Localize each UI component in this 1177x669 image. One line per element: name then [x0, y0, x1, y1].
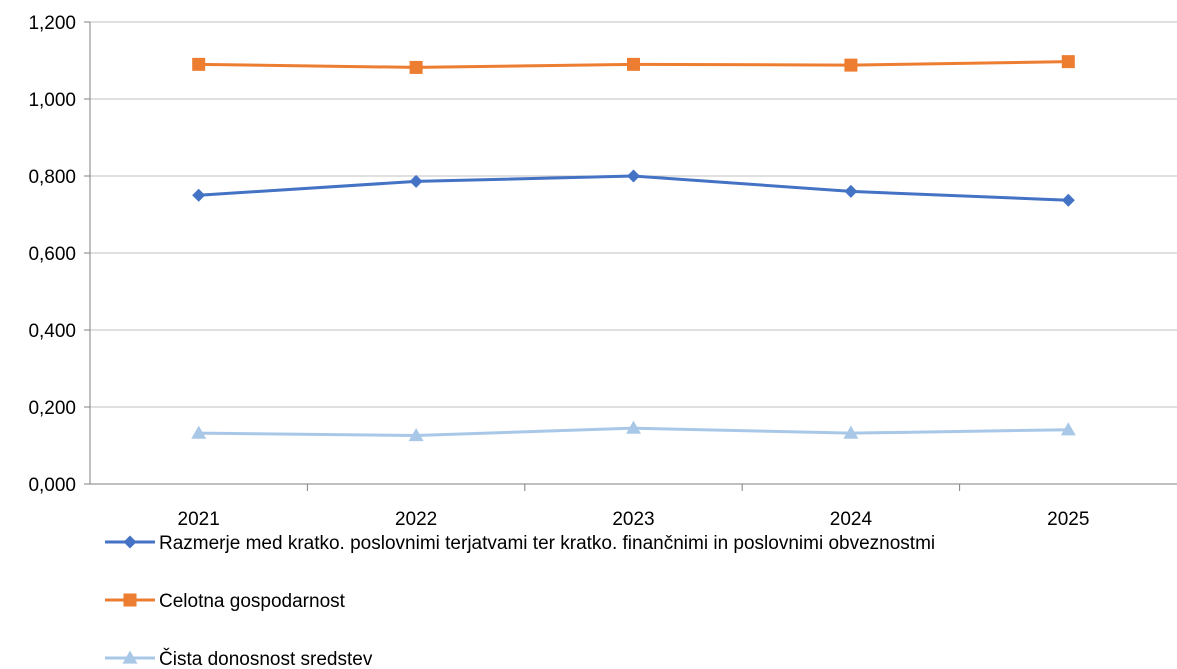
legend-swatch-marker [122, 650, 138, 664]
y-tick-label: 0,400 [28, 321, 76, 342]
data-point [627, 169, 640, 183]
data-point [844, 184, 858, 198]
legend-label: Čista donosnost sredstev [159, 648, 373, 669]
legend-swatch-marker [123, 535, 137, 549]
y-tick-label: 0,000 [28, 475, 76, 496]
x-tick-label: 2022 [395, 509, 437, 530]
y-axis-tick-labels: 0,000 0,200 0,400 0,600 0,800 1,000 1,200 [28, 13, 76, 496]
x-tick-label: 2021 [178, 509, 220, 530]
legend-item: Razmerje med kratko. poslovnimi terjatva… [105, 533, 935, 554]
series-triangle [191, 420, 1076, 442]
data-point [844, 58, 858, 72]
data-point [409, 60, 423, 74]
legend-label: Razmerje med kratko. poslovnimi terjatva… [159, 533, 935, 554]
x-tick-label: 2025 [1047, 509, 1089, 530]
y-tick-label: 0,600 [28, 244, 76, 265]
data-point [191, 425, 207, 439]
y-tick-label: 0,200 [28, 398, 76, 419]
series-diamond [192, 169, 1075, 207]
data-point [1061, 55, 1075, 69]
axes [84, 21, 1177, 491]
data-point [409, 174, 423, 188]
legend-item: Celotna gospodarnost [105, 591, 346, 612]
y-tick-label: 0,800 [28, 167, 76, 188]
x-tick-label: 2023 [612, 509, 654, 530]
x-axis-tick-labels: 2021 2022 2023 2024 2025 [178, 509, 1090, 530]
data-point [408, 427, 424, 442]
data-point [1060, 422, 1076, 436]
gridlines [90, 21, 1177, 408]
series-square [192, 55, 1075, 74]
y-tick-label: 1,000 [28, 90, 76, 111]
data-point [192, 57, 206, 71]
series-group [191, 55, 1076, 442]
x-tick-label: 2024 [830, 509, 873, 530]
data-point [1061, 193, 1075, 207]
data-point [626, 420, 641, 434]
legend-item: Čista donosnost sredstev [105, 648, 373, 669]
legend-swatch-marker [123, 593, 137, 607]
data-point [627, 57, 640, 71]
legend: Razmerje med kratko. poslovnimi terjatva… [105, 533, 935, 669]
data-point [192, 188, 206, 202]
y-tick-label: 1,200 [28, 13, 76, 34]
data-point [843, 425, 859, 439]
legend-label: Celotna gospodarnost [159, 591, 346, 612]
